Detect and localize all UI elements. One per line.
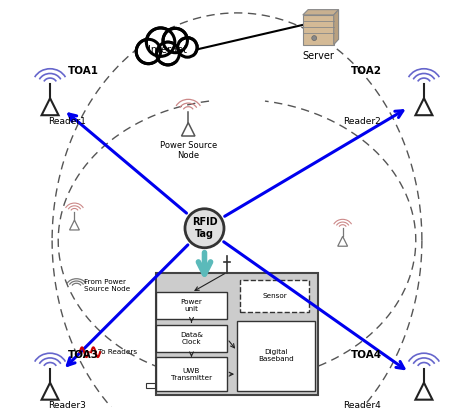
FancyBboxPatch shape xyxy=(144,43,193,61)
Polygon shape xyxy=(42,383,59,400)
Text: TOA2: TOA2 xyxy=(351,66,382,76)
Text: Sensor: Sensor xyxy=(262,293,287,299)
Circle shape xyxy=(185,209,224,248)
Circle shape xyxy=(312,36,317,40)
Text: Server: Server xyxy=(302,52,334,61)
Text: TOA3: TOA3 xyxy=(68,350,100,360)
Text: Power
unit: Power unit xyxy=(181,300,202,312)
Polygon shape xyxy=(338,236,347,246)
Polygon shape xyxy=(415,98,432,115)
Text: Reader3: Reader3 xyxy=(48,401,86,410)
Text: To Readers: To Readers xyxy=(98,349,137,355)
Text: TOA1: TOA1 xyxy=(68,66,100,76)
Text: Reader1: Reader1 xyxy=(48,117,86,126)
Text: Reader4: Reader4 xyxy=(343,401,381,410)
Circle shape xyxy=(178,37,197,57)
Circle shape xyxy=(163,28,187,53)
Circle shape xyxy=(136,39,161,64)
FancyBboxPatch shape xyxy=(156,325,227,352)
Text: Power Source
Node: Power Source Node xyxy=(160,141,217,160)
Circle shape xyxy=(146,28,175,56)
Text: Internet: Internet xyxy=(148,45,187,55)
FancyBboxPatch shape xyxy=(240,280,309,312)
Polygon shape xyxy=(42,98,59,115)
FancyBboxPatch shape xyxy=(156,293,227,319)
FancyBboxPatch shape xyxy=(156,357,227,391)
Circle shape xyxy=(136,39,161,64)
FancyBboxPatch shape xyxy=(237,321,315,391)
FancyBboxPatch shape xyxy=(146,383,155,388)
Text: UWB
Transmitter: UWB Transmitter xyxy=(171,368,212,381)
Polygon shape xyxy=(303,15,334,44)
Polygon shape xyxy=(70,220,79,230)
Polygon shape xyxy=(415,383,432,400)
Polygon shape xyxy=(182,123,195,136)
Polygon shape xyxy=(303,9,338,15)
Text: From Power
Source Node: From Power Source Node xyxy=(84,279,130,292)
Text: Reader2: Reader2 xyxy=(343,117,381,126)
Polygon shape xyxy=(334,9,338,44)
Text: Digital
Baseband: Digital Baseband xyxy=(258,349,294,363)
Circle shape xyxy=(156,42,179,65)
Text: TOA4: TOA4 xyxy=(351,350,382,360)
Circle shape xyxy=(156,42,179,65)
Circle shape xyxy=(146,28,175,56)
Circle shape xyxy=(163,28,187,53)
Text: RFID
Tag: RFID Tag xyxy=(191,218,217,239)
FancyBboxPatch shape xyxy=(156,273,318,395)
Circle shape xyxy=(178,37,197,57)
Text: Data&
Clock: Data& Clock xyxy=(180,332,203,345)
